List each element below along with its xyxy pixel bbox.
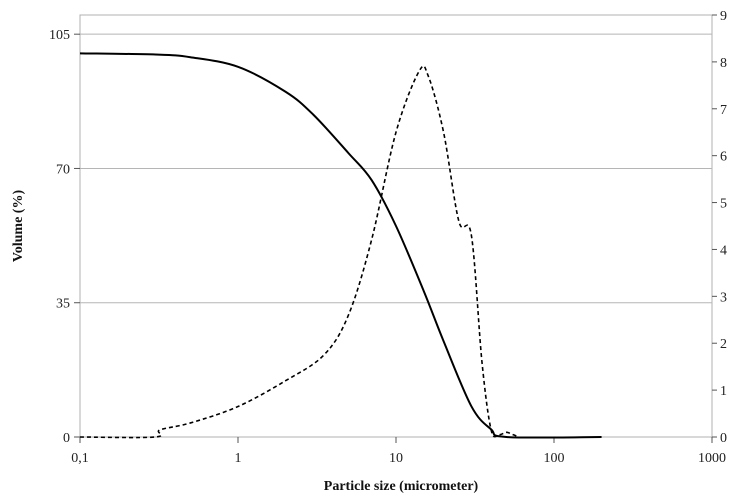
y-tick-label: 105 (49, 28, 70, 43)
series-group (79, 52, 602, 439)
gridlines (80, 33, 712, 304)
y2-tick-label: 3 (720, 290, 727, 305)
x-tick-label: 100 (544, 451, 565, 466)
x-tick-label: 0,1 (71, 451, 89, 466)
y-axis-left-ticks: 0 35 70 105 (49, 28, 80, 446)
x-axis-label: Particle size (micrometer) (324, 479, 479, 494)
series-line-dashed (79, 65, 520, 439)
y2-tick-label: 4 (720, 243, 727, 258)
x-tick-label: 1 (235, 451, 242, 466)
y-tick-label: 70 (56, 162, 70, 177)
y2-tick-label: 0 (720, 431, 727, 446)
y-tick-label: 35 (56, 297, 70, 312)
x-tick-label: 10 (389, 451, 403, 466)
y-axis-right-ticks: 0 1 2 3 4 5 6 7 8 9 (712, 9, 727, 446)
y2-tick-label: 6 (720, 150, 727, 165)
y-tick-label: 0 (63, 431, 70, 446)
y2-tick-label: 2 (720, 337, 727, 352)
y2-tick-label: 8 (720, 56, 727, 71)
y2-tick-label: 5 (720, 197, 727, 212)
y2-tick-label: 9 (720, 9, 727, 24)
y-axis-label: Volume (%) (11, 190, 26, 263)
x-tick-label: 1000 (698, 451, 726, 466)
y2-tick-label: 7 (720, 103, 727, 118)
x-axis-ticks: 0,1 1 10 100 1000 (71, 437, 726, 466)
y2-tick-label: 1 (720, 384, 727, 399)
series-line-solid (79, 52, 602, 439)
